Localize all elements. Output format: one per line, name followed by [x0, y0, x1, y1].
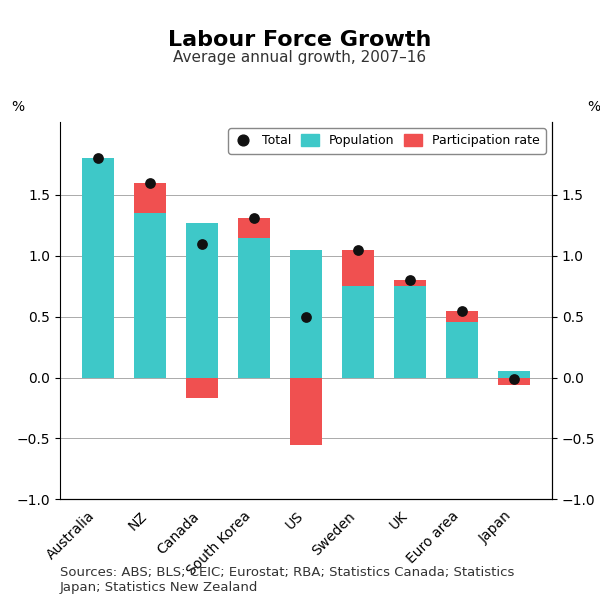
Bar: [187, 378, 218, 398]
Bar: [82, 158, 113, 378]
Bar: [238, 218, 269, 238]
Bar: [394, 286, 425, 378]
Bar: [446, 311, 478, 322]
Point: [93, 153, 103, 163]
Bar: [499, 371, 530, 378]
Bar: [290, 250, 322, 378]
Point: [145, 178, 155, 188]
Text: %: %: [587, 100, 600, 114]
Text: Sources: ABS; BLS; CEIC; Eurostat; RBA; Statistics Canada; Statistics
Japan; Sta: Sources: ABS; BLS; CEIC; Eurostat; RBA; …: [60, 566, 514, 594]
Bar: [134, 213, 166, 378]
Bar: [343, 250, 374, 286]
Bar: [238, 238, 269, 378]
Point: [353, 245, 363, 255]
Point: [197, 239, 207, 248]
Text: %: %: [11, 100, 25, 114]
Bar: [290, 378, 322, 445]
Bar: [343, 286, 374, 378]
Point: [405, 275, 415, 285]
Point: [301, 312, 311, 322]
Bar: [187, 223, 218, 378]
Bar: [499, 378, 530, 385]
Point: [457, 306, 467, 315]
Legend: Total, Population, Participation rate: Total, Population, Participation rate: [228, 128, 546, 153]
Bar: [446, 322, 478, 378]
Text: Average annual growth, 2007–16: Average annual growth, 2007–16: [173, 51, 427, 65]
Text: Labour Force Growth: Labour Force Growth: [169, 30, 431, 49]
Point: [509, 374, 519, 384]
Bar: [134, 183, 166, 213]
Bar: [394, 280, 425, 286]
Point: [249, 213, 259, 223]
